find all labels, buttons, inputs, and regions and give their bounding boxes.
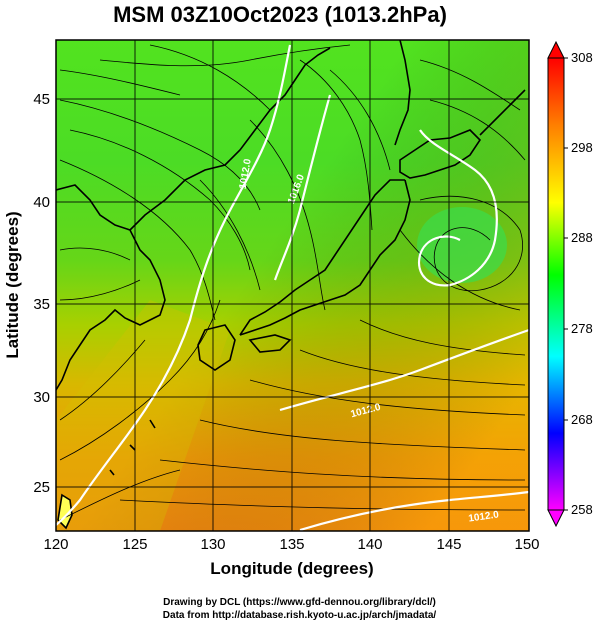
colorbar-tick-label: 258 (571, 502, 593, 517)
x-tick-label: 140 (357, 536, 382, 553)
colorbar-tick-label: 278 (571, 321, 593, 336)
data-credit: Data from http://database.rish.kyoto-u.a… (162, 610, 437, 621)
y-tick-label: 40 (33, 194, 50, 211)
x-tick-label: 130 (200, 536, 225, 553)
x-tick-label: 145 (436, 536, 461, 553)
y-tick-label: 45 (33, 91, 50, 108)
map-title: MSM 03Z10Oct2023 (1013.2hPa) (113, 2, 447, 27)
x-tick-label: 125 (122, 536, 147, 553)
plot-frame (55, 39, 530, 532)
isobars (56, 44, 529, 531)
colorbar: 308 298 288 278 268 258 (547, 40, 593, 528)
y-tick-label: 35 (33, 296, 50, 313)
x-tick-label: 150 (514, 536, 539, 553)
colorbar-max-arrow (547, 40, 565, 59)
drawing-credit: Drawing by DCL (https://www.gfd-dennou.o… (163, 597, 436, 608)
y-tick-label: 30 (33, 389, 50, 406)
x-tick-label: 135 (279, 536, 304, 553)
colorbar-tick-label: 288 (571, 230, 593, 245)
x-tick-label: 120 (43, 536, 68, 553)
colorbar-tick-label: 308 (571, 50, 593, 65)
colorbar-scale (547, 57, 565, 511)
y-axis: 25 30 35 40 45 Latitude (degrees) (3, 91, 50, 496)
isobar-label: 1012.0 (238, 158, 254, 190)
colorbar-min-arrow (547, 509, 565, 528)
streamlines (59, 44, 526, 521)
lat-lon-grid (56, 40, 529, 531)
x-axis-title: Longitude (degrees) (210, 559, 373, 578)
y-axis-title: Latitude (degrees) (3, 211, 22, 358)
y-tick-label: 25 (33, 479, 50, 496)
colorbar-tick-label: 268 (571, 412, 593, 427)
x-axis: 120 125 130 135 140 145 150 Longitude (d… (43, 536, 539, 578)
colorbar-tick-label: 298 (571, 140, 593, 155)
coastlines (56, 40, 526, 530)
isobar-label: 1012.0 (468, 509, 500, 524)
